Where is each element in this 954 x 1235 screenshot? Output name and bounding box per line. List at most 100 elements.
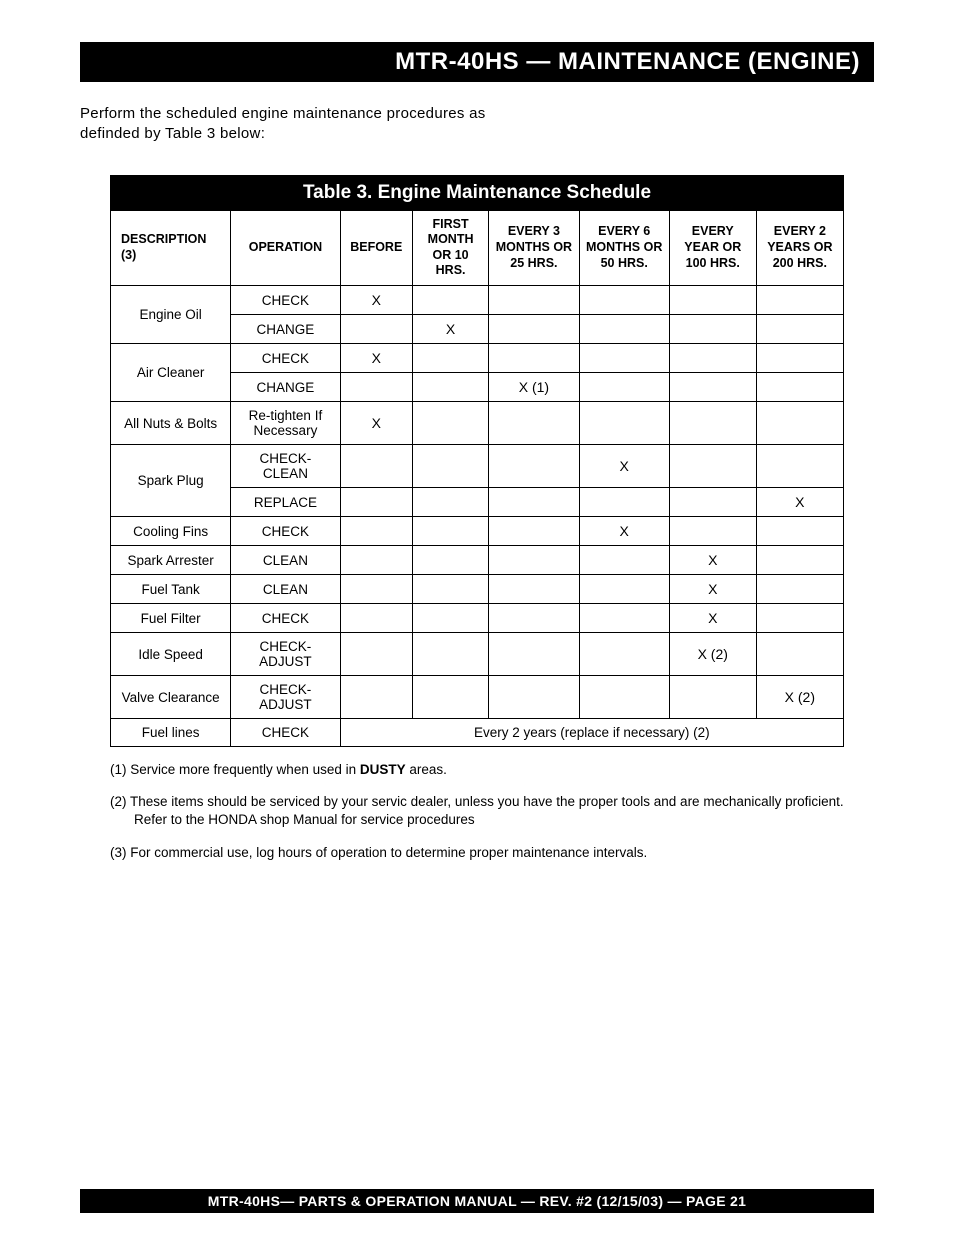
cell-op: CHECK-ADJUST	[231, 633, 340, 676]
col-before: BEFORE	[340, 210, 412, 286]
cell-empty	[669, 402, 756, 445]
cell-empty	[579, 676, 669, 719]
cell-empty	[669, 344, 756, 373]
cell-empty	[756, 604, 843, 633]
cell-desc: Fuel Filter	[111, 604, 231, 633]
cell-empty	[489, 286, 579, 315]
cell-desc: Idle Speed	[111, 633, 231, 676]
table-row: Fuel lines CHECK Every 2 years (replace …	[111, 719, 844, 747]
table-title: Table 3. Engine Maintenance Schedule	[111, 175, 844, 210]
col-operation: OPERATION	[231, 210, 340, 286]
cell-empty	[579, 286, 669, 315]
cell-op: CHECK	[231, 719, 340, 747]
cell-empty	[489, 676, 579, 719]
cell-desc: Fuel Tank	[111, 575, 231, 604]
col-first-month: FIRST MONTH OR 10 HRS.	[412, 210, 488, 286]
cell-x: X	[340, 344, 412, 373]
maintenance-table: Table 3. Engine Maintenance Schedule DES…	[110, 175, 844, 748]
table-row: All Nuts & Bolts Re-tighten If Necessary…	[111, 402, 844, 445]
cell-x: X	[340, 402, 412, 445]
cell-empty	[412, 445, 488, 488]
cell-empty	[756, 402, 843, 445]
cell-empty	[412, 575, 488, 604]
cell-empty	[340, 315, 412, 344]
cell-empty	[579, 344, 669, 373]
cell-empty	[489, 315, 579, 344]
cell-empty	[340, 575, 412, 604]
cell-empty	[579, 546, 669, 575]
cell-x: X	[756, 488, 843, 517]
cell-desc: Spark Arrester	[111, 546, 231, 575]
cell-empty	[340, 676, 412, 719]
cell-op: Re-tighten If Necessary	[231, 402, 340, 445]
cell-empty	[340, 546, 412, 575]
footnote-1-post: areas.	[406, 762, 447, 777]
cell-empty	[669, 488, 756, 517]
table-row: Air Cleaner CHECK X	[111, 344, 844, 373]
cell-empty	[669, 517, 756, 546]
cell-empty	[669, 676, 756, 719]
footnote-2: (2) These items should be serviced by yo…	[110, 793, 844, 829]
footnote-1: (1) Service more frequently when used in…	[110, 761, 844, 779]
footnote-1-pre: (1) Service more frequently when used in	[110, 762, 360, 777]
cell-op: CHECK-CLEAN	[231, 445, 340, 488]
cell-empty	[669, 286, 756, 315]
cell-desc: Air Cleaner	[111, 344, 231, 402]
cell-empty	[756, 315, 843, 344]
cell-x: X (1)	[489, 373, 579, 402]
page-header-title: MTR-40HS — MAINTENANCE (ENGINE)	[395, 48, 860, 75]
table-row: Engine Oil CHECK X	[111, 286, 844, 315]
cell-x: X (2)	[756, 676, 843, 719]
cell-x: X (2)	[669, 633, 756, 676]
cell-empty	[412, 402, 488, 445]
cell-empty	[340, 488, 412, 517]
cell-empty	[489, 604, 579, 633]
cell-x: X	[340, 286, 412, 315]
table-row: Spark Arrester CLEAN X	[111, 546, 844, 575]
cell-empty	[756, 517, 843, 546]
cell-op: CHANGE	[231, 373, 340, 402]
table-row: Cooling Fins CHECK X	[111, 517, 844, 546]
cell-op: CHECK	[231, 286, 340, 315]
cell-empty	[340, 445, 412, 488]
cell-empty	[412, 604, 488, 633]
cell-op: CHECK-ADJUST	[231, 676, 340, 719]
cell-empty	[412, 546, 488, 575]
col-2-years: EVERY 2 YEARS OR 200 HRS.	[756, 210, 843, 286]
cell-empty	[756, 633, 843, 676]
table-row: Valve Clearance CHECK-ADJUST X (2)	[111, 676, 844, 719]
cell-empty	[412, 344, 488, 373]
cell-desc: Valve Clearance	[111, 676, 231, 719]
cell-op: CLEAN	[231, 546, 340, 575]
cell-empty	[489, 546, 579, 575]
table-row: Idle Speed CHECK-ADJUST X (2)	[111, 633, 844, 676]
cell-empty	[340, 517, 412, 546]
cell-x: X	[579, 517, 669, 546]
col-6-months: EVERY 6 MONTHS OR 50 HRS.	[579, 210, 669, 286]
cell-op: CHECK	[231, 344, 340, 373]
cell-empty	[579, 633, 669, 676]
cell-empty	[579, 315, 669, 344]
cell-empty	[489, 575, 579, 604]
cell-empty	[340, 604, 412, 633]
cell-empty	[340, 633, 412, 676]
footnote-3: (3) For commercial use, log hours of ope…	[110, 844, 844, 862]
cell-empty	[579, 488, 669, 517]
page-footer-bar: MTR-40HS— PARTS & OPERATION MANUAL — REV…	[80, 1189, 874, 1213]
cell-empty	[669, 445, 756, 488]
cell-op: CHECK	[231, 604, 340, 633]
cell-x: X	[669, 604, 756, 633]
cell-desc: Engine Oil	[111, 286, 231, 344]
cell-x: X	[579, 445, 669, 488]
cell-empty	[579, 373, 669, 402]
cell-empty	[489, 344, 579, 373]
intro-text: Perform the scheduled engine maintenance…	[80, 104, 510, 145]
cell-empty	[412, 517, 488, 546]
cell-empty	[756, 373, 843, 402]
cell-empty	[756, 286, 843, 315]
cell-empty	[489, 633, 579, 676]
table-row: Fuel Tank CLEAN X	[111, 575, 844, 604]
footnote-1-bold: DUSTY	[360, 762, 406, 777]
cell-empty	[756, 445, 843, 488]
table-row: Fuel Filter CHECK X	[111, 604, 844, 633]
